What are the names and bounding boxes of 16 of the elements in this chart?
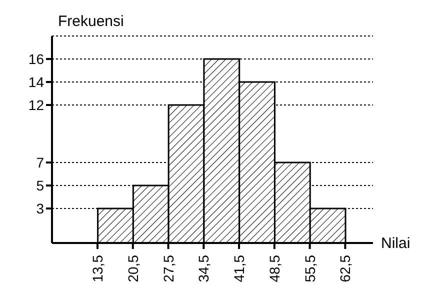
x-tick-label: 62,5 [337,254,354,282]
x-axis-title: Nilai [381,235,410,252]
y-tick-label: 12 [28,96,44,113]
y-tick-label: 16 [28,50,44,67]
x-tick-label: 20,5 [124,254,141,282]
y-tick-label: 3 [36,200,44,216]
x-tick-label: 41,5 [231,254,248,282]
y-tick-label: 14 [28,74,44,90]
x-tick-label: 48,5 [266,254,282,282]
x-tick-label: 34,5 [196,254,212,282]
y-axis-title: Frekuensi [58,13,124,30]
x-tick-label: 55,5 [302,254,318,282]
x-tick-label: 27,5 [160,254,176,282]
y-tick-label: 5 [36,177,44,194]
y-tick-label: 7 [36,154,44,170]
x-tick-label: 13,5 [89,254,106,282]
